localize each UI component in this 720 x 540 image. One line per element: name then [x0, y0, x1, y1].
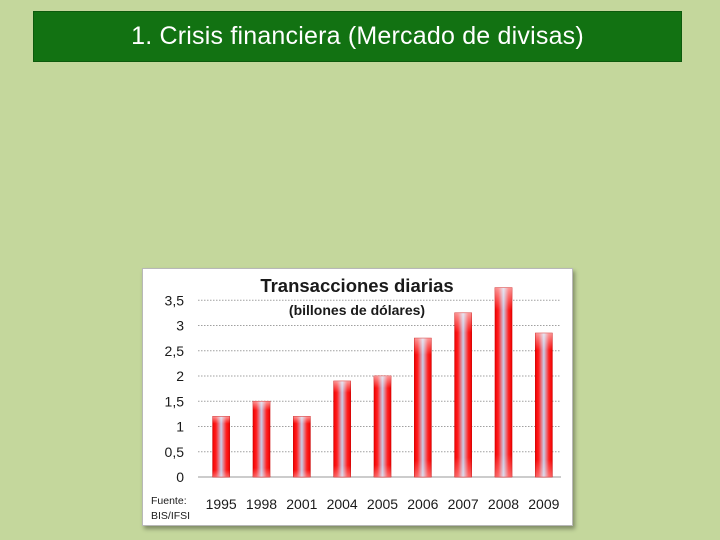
source-value: BIS/IFSI: [151, 510, 190, 522]
bar-shine-2001: [293, 416, 311, 477]
x-tick-label: 2006: [407, 496, 438, 512]
bar-shine-1995: [212, 416, 230, 477]
y-tick-label: 0: [176, 469, 184, 485]
bar-shine-2004: [333, 381, 351, 477]
y-tick-label: 1: [176, 419, 184, 435]
x-tick-label: 2009: [528, 496, 559, 512]
x-tick-label: 2005: [367, 496, 398, 512]
bar-shine-2005: [374, 376, 391, 477]
y-tick-label: 0,5: [165, 444, 185, 460]
bar-shine-2008: [495, 287, 512, 477]
x-tick-label: 1995: [206, 496, 237, 512]
bar-shine-2006: [414, 338, 432, 477]
bar-chart: 0 0,5 1 1,5 2 2,5 3 3,5 1995 1998 2001 2004 2005 200…: [151, 275, 561, 522]
x-tick-label: 2001: [286, 496, 317, 512]
slide-title-bar: 1. Crisis financiera (Mercado de divisas…: [33, 11, 682, 62]
bar-shine-2009: [535, 333, 553, 477]
y-tick-label: 2,5: [165, 343, 185, 359]
y-tick-label: 1,5: [165, 393, 185, 409]
x-tick-label: 2008: [488, 496, 519, 512]
y-tick-label: 2: [176, 368, 184, 384]
bar-shine-1998: [253, 401, 270, 477]
x-tick-label: 2007: [448, 496, 479, 512]
x-tick-label: 1998: [246, 496, 277, 512]
chart-subtitle: (billones de dólares): [289, 302, 425, 318]
slide-title: 1. Crisis financiera (Mercado de divisas…: [131, 22, 584, 50]
x-tick-label: 2004: [327, 496, 358, 512]
source-label: Fuente:: [151, 495, 187, 507]
y-tick-label: 3,5: [165, 292, 185, 308]
y-tick-label: 3: [176, 318, 184, 334]
chart-panel: 0 0,5 1 1,5 2 2,5 3 3,5 1995 1998 2001 2004 2005 200…: [142, 268, 573, 526]
chart-title: Transacciones diarias: [260, 275, 453, 296]
bar-shine-2007: [454, 312, 472, 477]
